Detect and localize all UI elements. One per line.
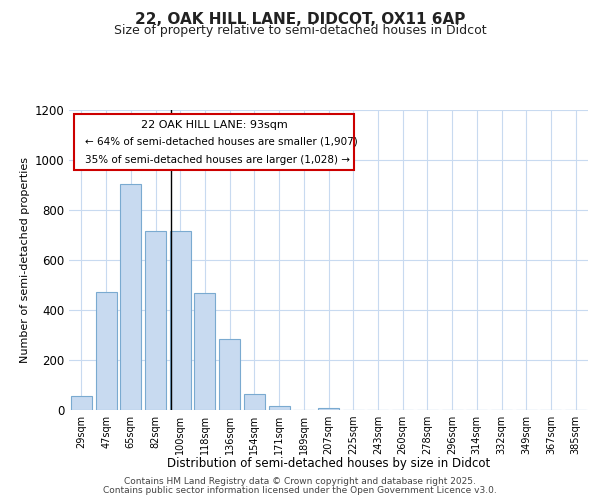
Text: Contains public sector information licensed under the Open Government Licence v3: Contains public sector information licen… bbox=[103, 486, 497, 495]
Text: 22, OAK HILL LANE, DIDCOT, OX11 6AP: 22, OAK HILL LANE, DIDCOT, OX11 6AP bbox=[135, 12, 465, 28]
Text: Size of property relative to semi-detached houses in Didcot: Size of property relative to semi-detach… bbox=[113, 24, 487, 37]
Bar bbox=[145, 231, 166, 410]
X-axis label: Distribution of semi-detached houses by size in Didcot: Distribution of semi-detached houses by … bbox=[167, 457, 490, 470]
Bar bbox=[95, 292, 116, 410]
Bar bbox=[219, 339, 240, 410]
Bar bbox=[318, 408, 339, 410]
Text: 22 OAK HILL LANE: 93sqm: 22 OAK HILL LANE: 93sqm bbox=[141, 120, 287, 130]
Bar bbox=[194, 292, 215, 410]
Bar bbox=[120, 184, 141, 410]
Text: ← 64% of semi-detached houses are smaller (1,907): ← 64% of semi-detached houses are smalle… bbox=[85, 137, 358, 147]
Bar bbox=[170, 231, 191, 410]
Bar bbox=[269, 406, 290, 410]
Bar bbox=[244, 394, 265, 410]
Text: 35% of semi-detached houses are larger (1,028) →: 35% of semi-detached houses are larger (… bbox=[85, 155, 350, 165]
Text: Contains HM Land Registry data © Crown copyright and database right 2025.: Contains HM Land Registry data © Crown c… bbox=[124, 478, 476, 486]
Bar bbox=[71, 396, 92, 410]
FancyBboxPatch shape bbox=[74, 114, 355, 170]
Y-axis label: Number of semi-detached properties: Number of semi-detached properties bbox=[20, 157, 30, 363]
